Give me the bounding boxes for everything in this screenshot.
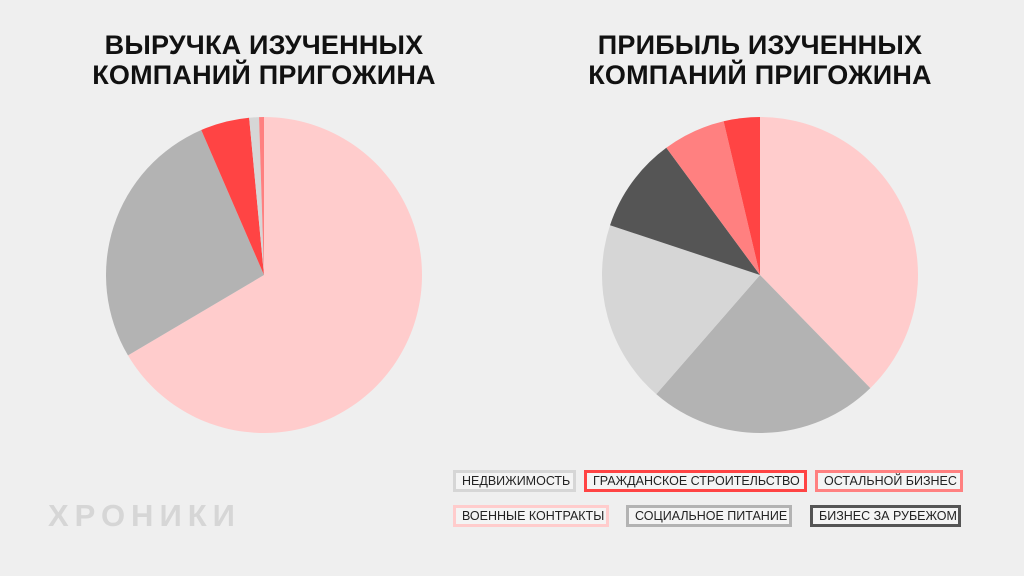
revenue-pie-chart	[105, 117, 423, 433]
profit-slice-catering	[656, 275, 871, 434]
legend-item-realty: НЕДВИЖИМОСТЬ	[453, 470, 576, 492]
revenue-chart-title: ВЫРУЧКА ИЗУЧЕННЫХ КОМПАНИЙ ПРИГОЖИНА	[54, 30, 474, 90]
profit-chart-title: ПРИБЫЛЬ ИЗУЧЕННЫХ КОМПАНИЙ ПРИГОЖИНА	[550, 30, 970, 90]
legend-item-other: ОСТАЛЬНОЙ БИЗНЕС	[815, 470, 963, 492]
profit-title-line-2: КОМПАНИЙ ПРИГОЖИНА	[588, 60, 932, 90]
legend-item-civil: ГРАЖДАНСКОЕ СТРОИТЕЛЬСТВО	[584, 470, 807, 492]
revenue-title-line-2: КОМПАНИЙ ПРИГОЖИНА	[92, 60, 436, 90]
revenue-slice-realty	[249, 117, 264, 275]
revenue-slice-other	[259, 117, 264, 275]
profit-slice-abroad	[610, 147, 760, 275]
revenue-title-line-1: ВЫРУЧКА ИЗУЧЕННЫХ	[104, 30, 424, 60]
revenue-slice-military	[128, 117, 423, 433]
profit-pie-chart	[602, 117, 919, 434]
legend-item-catering: СОЦИАЛЬНОЕ ПИТАНИЕ	[626, 505, 792, 527]
profit-slice-other	[666, 121, 760, 276]
legend-item-military: ВОЕННЫЕ КОНТРАКТЫ	[453, 505, 609, 527]
legend-item-abroad: БИЗНЕС ЗА РУБЕЖОМ	[810, 505, 961, 527]
revenue-slice-catering	[105, 129, 264, 356]
revenue-slice-civil	[201, 117, 264, 276]
brand-watermark: ХРОНИКИ	[48, 498, 241, 533]
profit-slice-realty	[602, 225, 760, 395]
profit-slice-military	[760, 117, 919, 389]
profit-slice-civil	[723, 117, 760, 275]
profit-title-line-1: ПРИБЫЛЬ ИЗУЧЕННЫХ	[597, 30, 923, 60]
